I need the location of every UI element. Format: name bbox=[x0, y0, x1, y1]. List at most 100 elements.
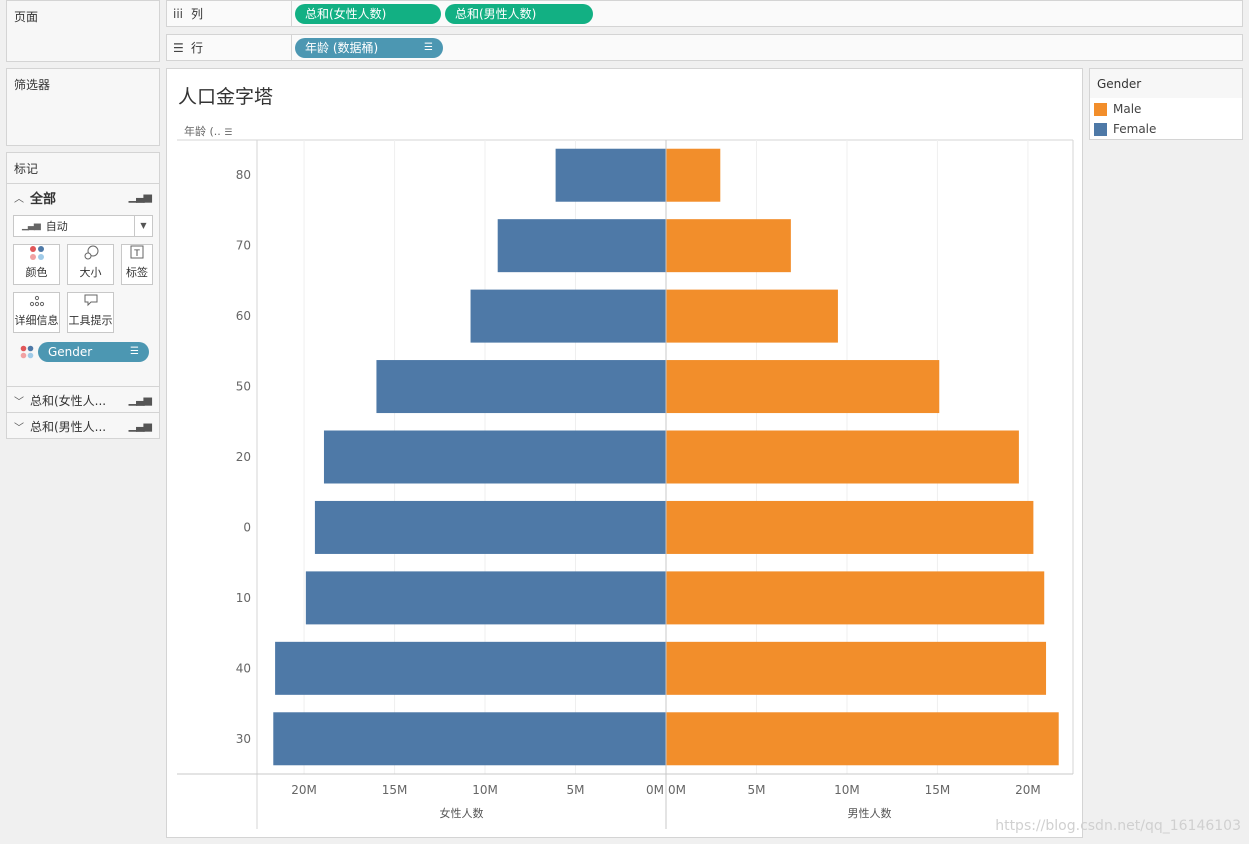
bar-male-20[interactable] bbox=[666, 430, 1019, 484]
male-sum-pill-label: 总和(男性人数) bbox=[455, 7, 537, 21]
x-tick-male: 20M bbox=[1015, 783, 1041, 797]
filters-panel[interactable]: 筛选器 bbox=[6, 68, 160, 146]
legend-title: Gender bbox=[1090, 69, 1242, 98]
worksheet-title: 人口金字塔 bbox=[178, 86, 274, 108]
bar-chart-icon: ▁▃▅ bbox=[128, 190, 152, 203]
x-tick-female: 15M bbox=[382, 783, 408, 797]
color-button[interactable]: 颜色 bbox=[13, 244, 60, 285]
bar-male-60[interactable] bbox=[666, 289, 838, 343]
row-header[interactable]: 年龄 (.. ☰ bbox=[184, 123, 232, 139]
population-pyramid-chart: 80 70 60 50 20 0 10 40 30 20M 15M 10M 5M 0M 0M 5M 10M 15M… bbox=[177, 139, 1074, 829]
svg-text:T: T bbox=[133, 249, 140, 259]
female-sum-pill[interactable]: 总和(女性人数) bbox=[295, 4, 441, 24]
marks-all-section[interactable]: ︿ 全部 ▁▃▅ bbox=[7, 183, 159, 210]
marks-card: 标记 ︿ 全部 ▁▃▅ ▁▃▅ 自动 ▼ 颜色 大小 T 标签 详细信息 bbox=[6, 152, 160, 439]
bar-male-0[interactable] bbox=[666, 500, 1034, 554]
x-tick-male: 5M bbox=[747, 783, 765, 797]
legend-item-female[interactable]: Female bbox=[1094, 121, 1156, 137]
bar-male-80[interactable] bbox=[666, 148, 721, 202]
marks-card-title: 标记 bbox=[14, 162, 39, 176]
x-tick-female: 10M bbox=[472, 783, 498, 797]
label-button[interactable]: T 标签 bbox=[121, 244, 153, 285]
rows-shelf-label: ☰ 行 bbox=[167, 35, 292, 60]
legend-item-male[interactable]: Male bbox=[1094, 101, 1141, 117]
age-bin-label: 60 bbox=[236, 309, 251, 323]
size-button[interactable]: 大小 bbox=[67, 244, 114, 285]
x-tick-female: 20M bbox=[291, 783, 317, 797]
marks-female-section[interactable]: ﹀ 总和(女性人... ▁▃▅ bbox=[7, 386, 159, 413]
tooltip-icon bbox=[68, 293, 113, 313]
columns-shelf[interactable]: iii 列 总和(女性人数) 总和(男性人数) bbox=[166, 0, 1243, 27]
x-axis-title-male: 男性人数 bbox=[848, 806, 892, 820]
x-tick-male: 0M bbox=[668, 783, 686, 797]
tooltip-button-label: 工具提示 bbox=[68, 314, 113, 327]
bar-female-0[interactable] bbox=[314, 500, 666, 554]
gender-pill-label: Gender bbox=[48, 345, 93, 359]
age-bin-label: 50 bbox=[236, 380, 251, 394]
sort-icon: ☰ bbox=[424, 42, 433, 53]
columns-shelf-title: 列 bbox=[191, 7, 204, 21]
watermark: https://blog.csdn.net/qq_16146103 bbox=[995, 818, 1241, 834]
bar-female-80[interactable] bbox=[555, 148, 666, 202]
age-bin-label: 80 bbox=[236, 168, 251, 182]
age-bin-label: 20 bbox=[236, 450, 251, 464]
bar-chart-icon: ▁▃▅ bbox=[128, 419, 152, 432]
marks-male-section[interactable]: ﹀ 总和(男性人... ▁▃▅ bbox=[7, 412, 159, 439]
legend-item-female-label: Female bbox=[1113, 122, 1157, 136]
row-header-label: 年龄 (.. bbox=[184, 125, 221, 138]
x-tick-male: 10M bbox=[834, 783, 860, 797]
gender-legend: Gender Male Female bbox=[1089, 68, 1243, 140]
bar-female-20[interactable] bbox=[323, 430, 666, 484]
rows-shelf-title: 行 bbox=[191, 41, 204, 55]
columns-icon: iii bbox=[173, 6, 184, 21]
age-bin-label: 30 bbox=[236, 732, 251, 746]
pages-panel-title: 页面 bbox=[14, 10, 39, 24]
rows-icon: ☰ bbox=[173, 40, 184, 55]
bar-female-70[interactable] bbox=[497, 219, 666, 273]
female-sum-pill-label: 总和(女性人数) bbox=[305, 7, 387, 21]
color-icon bbox=[14, 245, 59, 265]
tooltip-button[interactable]: 工具提示 bbox=[67, 292, 114, 333]
rows-shelf[interactable]: ☰ 行 年龄 (数据桶) ☰ bbox=[166, 34, 1243, 61]
bar-female-10[interactable] bbox=[305, 571, 666, 625]
x-tick-male: 15M bbox=[925, 783, 951, 797]
bar-chart-icon: ▁▃▅ bbox=[22, 221, 41, 231]
sort-icon: ☰ bbox=[224, 128, 233, 138]
marks-all-label: 全部 bbox=[30, 191, 57, 207]
bar-female-60[interactable] bbox=[470, 289, 666, 343]
age-bin-label: 10 bbox=[236, 591, 251, 605]
worksheet-view: 人口金字塔 年龄 (.. ☰ 80 70 60 50 20 0 10 40 30 20M 15M 10… bbox=[166, 68, 1083, 838]
male-swatch bbox=[1094, 102, 1107, 116]
label-button-label: 标签 bbox=[126, 266, 148, 279]
bar-female-50[interactable] bbox=[376, 360, 666, 414]
bar-male-70[interactable] bbox=[666, 219, 791, 273]
bar-male-10[interactable] bbox=[666, 571, 1045, 625]
male-sum-pill[interactable]: 总和(男性人数) bbox=[445, 4, 593, 24]
age-bin-pill[interactable]: 年龄 (数据桶) ☰ bbox=[295, 38, 443, 58]
text-icon: T bbox=[122, 245, 152, 265]
color-button-label: 颜色 bbox=[25, 266, 48, 279]
chevron-down-icon[interactable]: ▼ bbox=[134, 216, 152, 236]
bar-male-50[interactable] bbox=[666, 360, 940, 414]
x-tick-female: 0M bbox=[646, 783, 664, 797]
bar-chart-icon: ▁▃▅ bbox=[128, 393, 152, 406]
age-bin-pill-label: 年龄 (数据桶) bbox=[305, 41, 379, 55]
bar-male-30[interactable] bbox=[666, 712, 1059, 766]
bar-female-30[interactable] bbox=[273, 712, 666, 766]
gender-color-pill[interactable]: Gender ☰ bbox=[38, 342, 149, 362]
chevron-up-icon: ︿ bbox=[14, 193, 24, 205]
size-button-label: 大小 bbox=[79, 266, 102, 279]
mark-type-dropdown[interactable]: ▁▃▅ 自动 ▼ bbox=[13, 215, 153, 237]
color-icon bbox=[20, 345, 34, 362]
sort-icon: ☰ bbox=[130, 346, 139, 357]
detail-icon bbox=[14, 293, 59, 313]
age-bin-label: 40 bbox=[236, 661, 251, 675]
bar-male-40[interactable] bbox=[666, 641, 1047, 695]
detail-button[interactable]: 详细信息 bbox=[13, 292, 60, 333]
x-axis-title-female: 女性人数 bbox=[440, 806, 484, 820]
marks-male-label: 总和(男性人... bbox=[30, 419, 107, 434]
bar-female-40[interactable] bbox=[275, 641, 666, 695]
pages-panel[interactable]: 页面 bbox=[6, 0, 160, 62]
x-tick-female: 5M bbox=[567, 783, 585, 797]
legend-item-male-label: Male bbox=[1113, 102, 1142, 116]
